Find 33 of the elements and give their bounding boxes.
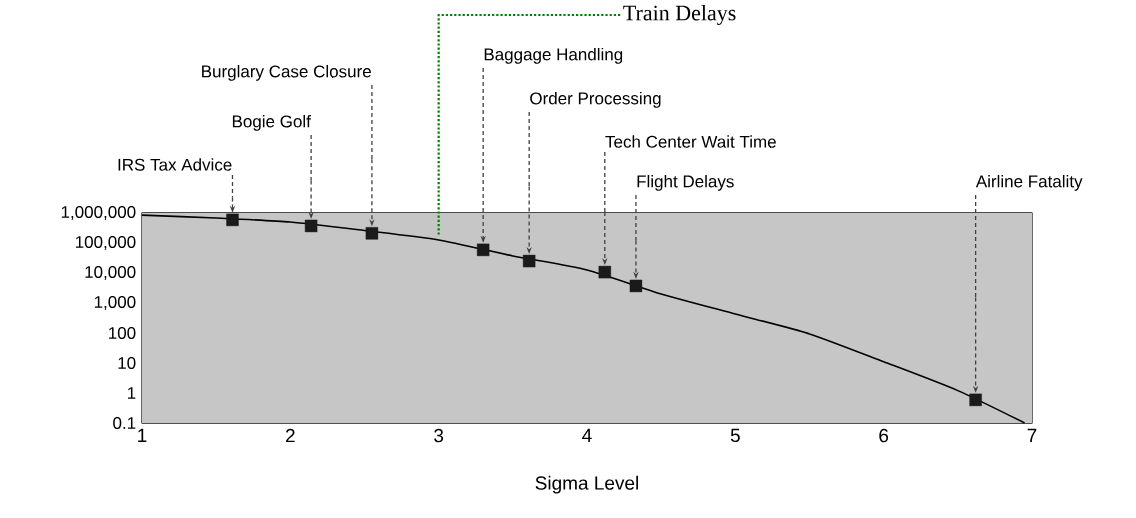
text: IRS Tax Advice <box>118 158 232 171</box>
point <box>476 243 490 257</box>
y-tick-label: 10,000 <box>85 265 136 281</box>
text: Order Processing <box>530 91 661 108</box>
x-tick-label: 1 <box>138 428 147 442</box>
x-tick-label: 7 <box>1027 428 1037 442</box>
y-tick-label: 1,000 <box>94 295 136 311</box>
y-tick-label: 1,000,000 <box>61 205 136 221</box>
y-tick-label: 10 <box>118 356 136 370</box>
point <box>522 254 536 268</box>
point <box>969 393 982 407</box>
point <box>365 227 379 240</box>
x-tick-label: 3 <box>434 428 444 443</box>
text: Burglary Case Closure <box>202 64 371 81</box>
text: Airline Fatality <box>975 174 1083 191</box>
x-tick-label: 2 <box>286 428 295 443</box>
point <box>304 219 318 233</box>
text: Tech Center Wait Time <box>605 135 776 148</box>
x-tick-label: 4 <box>582 428 592 442</box>
y-tick-label: 0.1 <box>113 416 136 430</box>
x-tick-label: 6 <box>879 428 889 443</box>
text: Baggage Handling <box>484 47 623 64</box>
x-axis-title: Sigma Level <box>535 475 638 494</box>
text: Bogie Golf <box>232 114 311 131</box>
annotation: Train Delays <box>623 4 736 25</box>
point <box>598 265 611 279</box>
x-tick-label: 5 <box>730 428 740 443</box>
point <box>629 279 643 293</box>
point <box>226 213 239 227</box>
y-tick-label: 1 <box>127 387 136 399</box>
y-tick-label: 100 <box>109 326 136 340</box>
y-tick-label: 100,000 <box>75 235 136 251</box>
text: Flight Delays <box>637 174 734 191</box>
